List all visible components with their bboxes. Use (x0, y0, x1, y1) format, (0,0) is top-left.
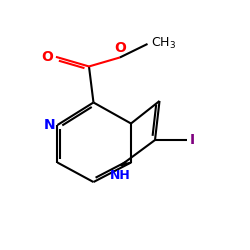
Text: O: O (114, 41, 126, 55)
Text: CH$_3$: CH$_3$ (151, 36, 176, 52)
Text: I: I (190, 133, 195, 147)
Text: NH: NH (110, 169, 131, 182)
Text: O: O (42, 50, 54, 64)
Text: N: N (43, 118, 55, 132)
